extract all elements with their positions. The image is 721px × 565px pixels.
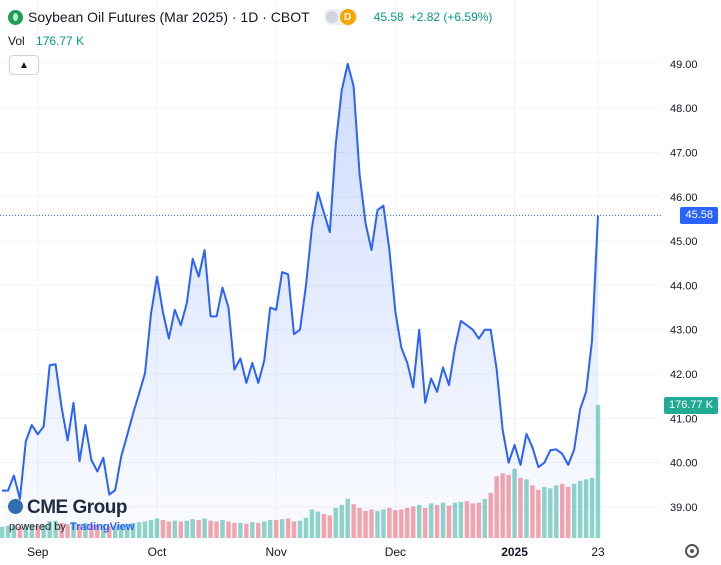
y-axis: 39.00 40.00 41.00 42.00 43.00 44.00 45.00 46.00… [670,59,698,514]
x-tick-label: Dec [385,545,406,559]
x-tick-label: 23 [591,545,605,559]
y-tick-label: 47.00 [670,147,698,159]
price-area-fill [2,63,598,539]
collapse-legend-button[interactable]: ▲ [9,55,39,75]
volume-value: 176.77 K [36,34,85,48]
globe-icon [8,499,23,514]
y-tick-label: 44.00 [670,280,698,292]
y-tick-label: 43.00 [670,325,698,337]
x-tick-label: Sep [27,545,49,559]
delayed-badge: D [339,9,356,25]
brand-name: CME Group [27,497,128,518]
volume-legend: Vol 176.77 K [8,34,84,48]
y-tick-label: 48.00 [670,103,698,115]
volume-axis-badge: 176.77 K [663,396,718,414]
leaf-icon [8,9,23,25]
y-tick-label: 41.00 [670,413,698,425]
gear-icon[interactable] [685,544,699,558]
y-tick-label: 39.00 [670,502,698,514]
price-line [2,62,599,500]
x-tick-label: 2025 [501,545,528,559]
tradingview-link[interactable]: TradingView [69,521,135,533]
cme-logo[interactable]: CME Group [8,497,128,519]
last-price: 45.58 [373,10,404,24]
y-tick-label: 40.00 [670,458,698,470]
price-change: +2.82 (+6.59%) [409,10,493,24]
status-dot-icon [325,11,338,23]
y-tick-label: 45.00 [670,236,698,248]
chevron-up-icon: ▲ [19,59,29,71]
x-axis: Sep Oct Nov Dec 2025 23 [27,545,605,559]
x-tick-label: Oct [148,545,167,559]
powered-by-label: powered by [9,521,66,533]
y-tick-label: 46.00 [670,192,698,204]
x-tick-label: Nov [265,545,286,559]
y-tick-label: 49.00 [670,59,698,71]
symbol-title[interactable]: Soybean Oil Futures (Mar 2025) · 1D · CB… [28,9,310,25]
status-pill[interactable]: D [323,9,358,25]
price-axis-badge: 45.58 [680,206,718,224]
volume-label: Vol [8,34,25,48]
y-tick-label: 42.00 [670,369,698,381]
chart-header: Soybean Oil Futures (Mar 2025) · 1D · CB… [8,7,492,27]
powered-by[interactable]: powered by TradingView [9,521,134,533]
